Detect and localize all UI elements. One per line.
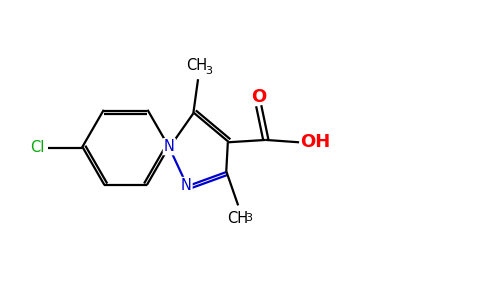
Text: 3: 3 — [245, 214, 253, 224]
Text: O: O — [251, 88, 266, 106]
Text: OH: OH — [301, 133, 331, 151]
Text: CH: CH — [227, 211, 248, 226]
Text: CH: CH — [186, 58, 208, 74]
Text: N: N — [164, 139, 175, 154]
Text: 3: 3 — [206, 66, 212, 76]
Text: N: N — [181, 178, 192, 193]
Text: Cl: Cl — [30, 140, 45, 155]
